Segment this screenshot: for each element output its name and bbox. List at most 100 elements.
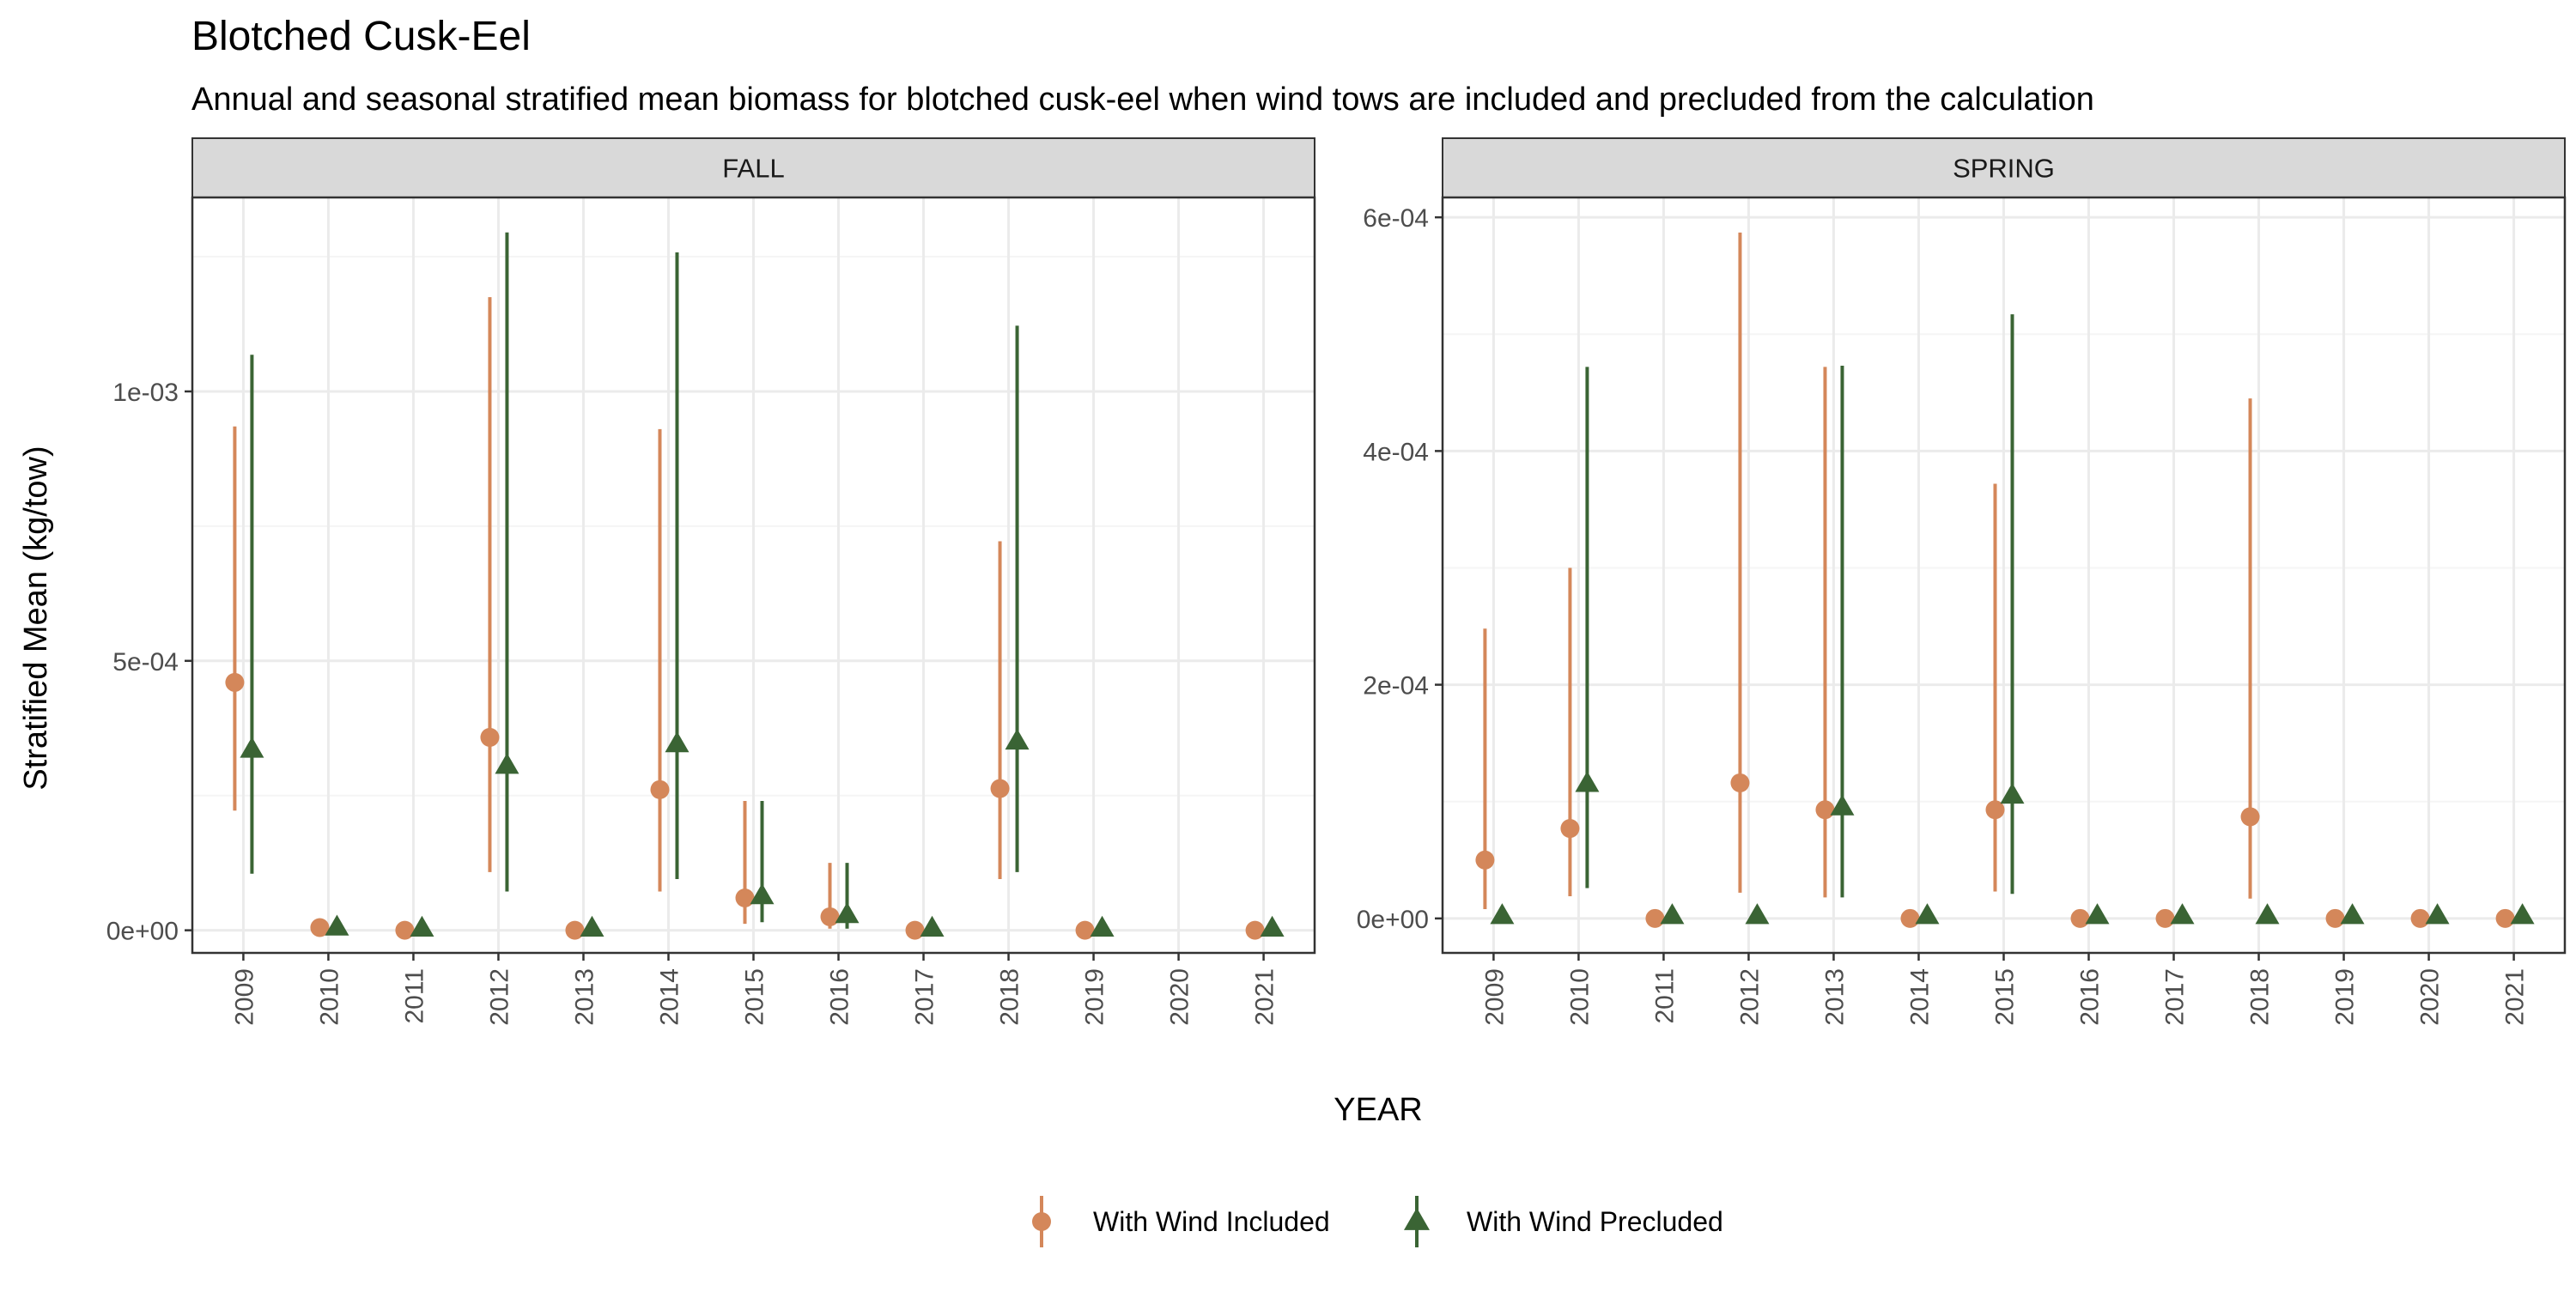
x-tick-label: 2017: [911, 968, 939, 1026]
x-tick-label: 2021: [2501, 968, 2530, 1026]
point-precluded-2015: [750, 883, 775, 905]
point-included-2013: [565, 920, 585, 940]
point-included-2010: [310, 918, 330, 937]
y-tick-label: 6e-04: [1363, 204, 1429, 233]
point-precluded-2011: [1660, 903, 1685, 925]
point-precluded-2020: [2425, 903, 2450, 925]
x-tick-label: 2009: [230, 968, 258, 1026]
legend-label: With Wind Included: [1093, 1206, 1330, 1237]
x-tick-label: 2013: [570, 968, 598, 1026]
point-included-2014: [650, 779, 670, 799]
x-tick-label: 2018: [2246, 968, 2275, 1026]
point-precluded-2017: [920, 915, 945, 937]
point-precluded-2018: [2255, 903, 2280, 925]
point-included-2018: [2240, 807, 2260, 827]
legend-label: With Wind Precluded: [1467, 1206, 1723, 1237]
point-included-2019: [1075, 920, 1095, 940]
facet-strip-fall: [191, 137, 1315, 198]
point-precluded-2015: [2000, 782, 2025, 804]
x-tick-label: 2020: [2416, 968, 2445, 1026]
point-precluded-2010: [325, 914, 349, 936]
point-included-2010: [1560, 819, 1580, 839]
point-included-2011: [1645, 908, 1665, 928]
point-included-2015: [1985, 800, 2005, 820]
x-tick-label: 2009: [1480, 968, 1509, 1026]
point-precluded-2012: [495, 753, 519, 774]
point-precluded-2009: [1490, 903, 1515, 925]
y-tick-label: 2e-04: [1363, 672, 1429, 701]
chart-subtitle: Annual and seasonal stratified mean biom…: [191, 82, 2094, 118]
point-precluded-2017: [2170, 903, 2195, 925]
point-included-2018: [990, 779, 1010, 798]
x-tick-label: 2010: [1565, 968, 1594, 1026]
x-tick-label: 2014: [655, 968, 683, 1026]
y-tick-label: 4e-04: [1363, 438, 1429, 466]
point-precluded-2016: [835, 902, 860, 924]
point-included-2019: [2325, 908, 2345, 928]
point-precluded-2019: [1090, 915, 1115, 937]
y-tick-label: 0e+00: [1357, 906, 1429, 934]
facet-strip-spring: [1442, 137, 2566, 198]
point-included-2012: [1730, 773, 1750, 792]
point-precluded-2014: [665, 731, 690, 753]
x-tick-label: 2011: [1650, 968, 1679, 1024]
x-tick-label: 2014: [1905, 968, 1934, 1026]
x-tick-label: 2019: [2331, 968, 2360, 1026]
x-tick-label: 2016: [826, 968, 854, 1026]
point-precluded-2009: [240, 737, 264, 758]
point-included-2016: [2070, 908, 2090, 928]
legend: With Wind Included With Wind Precluded: [1032, 1196, 1723, 1247]
point-included-2021: [1245, 920, 1265, 940]
y-tick-label: 1e-03: [112, 379, 179, 407]
x-tick-label: 2019: [1081, 968, 1109, 1026]
point-precluded-2013: [1830, 794, 1855, 816]
point-precluded-2014: [1915, 903, 1940, 925]
point-included-2021: [2495, 908, 2515, 928]
y-tick-label: 0e+00: [106, 918, 179, 946]
legend-key-point: [1404, 1207, 1430, 1230]
point-included-2017: [905, 920, 925, 940]
point-included-2015: [735, 888, 755, 907]
facet-panel-fall: FALL 0e+00 5e-04 1e-03 2009 2010 2011 2012 2013 2…: [106, 137, 1316, 1026]
x-tick-label: 2012: [1735, 968, 1764, 1026]
point-included-2016: [820, 907, 840, 926]
point-included-2012: [480, 727, 500, 747]
point-precluded-2021: [2510, 903, 2535, 925]
x-axis-label: YEAR: [1334, 1092, 1422, 1128]
point-included-2011: [395, 920, 415, 940]
point-precluded-2011: [410, 915, 434, 937]
x-tick-label: 2012: [485, 968, 513, 1026]
x-tick-label: 2021: [1251, 968, 1279, 1026]
legend-key-point: [1032, 1212, 1051, 1231]
facet-strip-label-fall: FALL: [722, 154, 784, 184]
x-tick-label: 2016: [2076, 968, 2105, 1026]
point-precluded-2019: [2340, 903, 2365, 925]
point-included-2013: [1815, 800, 1835, 820]
point-precluded-2013: [580, 915, 605, 937]
x-tick-label: 2018: [996, 968, 1024, 1026]
point-included-2017: [2155, 908, 2175, 928]
point-precluded-2010: [1575, 771, 1600, 792]
facet-panels: FALL 0e+00 5e-04 1e-03 2009 2010 2011 2012 2013 2…: [106, 137, 2567, 1026]
y-tick-label: 5e-04: [112, 648, 179, 676]
x-tick-label: 2013: [1820, 968, 1849, 1026]
point-included-2014: [1900, 908, 1920, 928]
point-precluded-2018: [1005, 728, 1030, 750]
point-precluded-2012: [1745, 903, 1770, 925]
x-tick-label: 2017: [2161, 968, 2190, 1026]
x-tick-label: 2011: [400, 968, 428, 1024]
x-tick-label: 2015: [741, 968, 769, 1026]
y-axis-label: Stratified Mean (kg/tow): [18, 446, 54, 790]
point-precluded-2016: [2085, 903, 2110, 925]
point-included-2020: [2410, 908, 2430, 928]
facet-strip-label-spring: SPRING: [1953, 154, 2055, 184]
chart-title: Blotched Cusk-Eel: [191, 14, 531, 59]
point-included-2009: [225, 672, 245, 692]
point-precluded-2021: [1260, 915, 1285, 937]
x-tick-label: 2020: [1166, 968, 1194, 1026]
point-included-2009: [1475, 850, 1495, 870]
x-tick-label: 2015: [1991, 968, 2020, 1026]
x-tick-label: 2010: [315, 968, 343, 1026]
